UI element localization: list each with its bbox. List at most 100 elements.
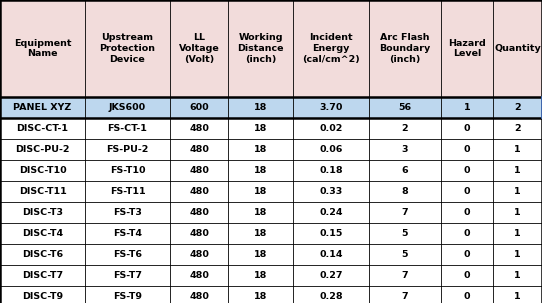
Bar [441, 223, 493, 244]
Bar [0, 160, 85, 181]
Bar [493, 160, 542, 181]
Bar [85, 139, 170, 160]
Bar [228, 223, 293, 244]
Bar [293, 97, 369, 118]
Bar [293, 181, 369, 202]
Text: 0: 0 [464, 145, 470, 154]
Bar [170, 181, 228, 202]
Text: 480: 480 [189, 271, 209, 280]
Text: 18: 18 [254, 229, 267, 238]
Bar [0, 202, 85, 223]
Bar [369, 0, 441, 97]
Bar [293, 202, 369, 223]
Bar [293, 160, 369, 181]
Bar [441, 202, 493, 223]
Bar [85, 202, 170, 223]
Bar [0, 286, 85, 303]
Bar [493, 286, 542, 303]
Bar [0, 223, 85, 244]
Text: 480: 480 [189, 292, 209, 301]
Bar [228, 0, 293, 97]
Text: 6: 6 [402, 166, 408, 175]
Text: FS-T7: FS-T7 [113, 271, 142, 280]
Bar [493, 223, 542, 244]
Bar [228, 97, 293, 118]
Bar [228, 118, 293, 139]
Text: DISC-CT-1: DISC-CT-1 [16, 124, 68, 133]
Bar [293, 286, 369, 303]
Text: 18: 18 [254, 124, 267, 133]
Bar [0, 265, 85, 286]
Text: 8: 8 [402, 187, 408, 196]
Bar [228, 286, 293, 303]
Bar [369, 286, 441, 303]
Text: Incident
Energy
(cal/cm^2): Incident Energy (cal/cm^2) [302, 33, 360, 64]
Bar [170, 118, 228, 139]
Text: 5: 5 [402, 250, 408, 259]
Bar [228, 244, 293, 265]
Bar [228, 160, 293, 181]
Bar [85, 223, 170, 244]
Text: DISC-T4: DISC-T4 [22, 229, 63, 238]
Text: Working
Distance
(inch): Working Distance (inch) [237, 33, 284, 64]
Text: 18: 18 [254, 292, 267, 301]
Bar [493, 181, 542, 202]
Text: 2: 2 [514, 124, 521, 133]
Text: Quantity: Quantity [494, 44, 541, 53]
Bar [0, 0, 85, 97]
Bar [228, 202, 293, 223]
Bar [441, 139, 493, 160]
Bar [369, 139, 441, 160]
Text: 0: 0 [464, 166, 470, 175]
Bar [369, 223, 441, 244]
Text: FS-T4: FS-T4 [113, 229, 142, 238]
Bar [369, 181, 441, 202]
Text: DISC-PU-2: DISC-PU-2 [15, 145, 70, 154]
Text: FS-T9: FS-T9 [113, 292, 142, 301]
Bar [85, 0, 170, 97]
Text: 480: 480 [189, 166, 209, 175]
Bar [493, 244, 542, 265]
Text: 1: 1 [514, 250, 521, 259]
Bar [293, 244, 369, 265]
Text: 2: 2 [402, 124, 408, 133]
Bar [441, 118, 493, 139]
Bar [493, 265, 542, 286]
Text: 1: 1 [514, 145, 521, 154]
Bar [85, 181, 170, 202]
Text: 18: 18 [254, 208, 267, 217]
Bar [293, 139, 369, 160]
Bar [369, 118, 441, 139]
Text: LL
Voltage
(Volt): LL Voltage (Volt) [179, 33, 220, 64]
Bar [441, 286, 493, 303]
Text: DISC-T7: DISC-T7 [22, 271, 63, 280]
Text: 0: 0 [464, 124, 470, 133]
Text: 18: 18 [254, 187, 267, 196]
Text: 1: 1 [514, 271, 521, 280]
Bar [293, 0, 369, 97]
Text: 0: 0 [464, 208, 470, 217]
Text: 1: 1 [514, 166, 521, 175]
Text: 480: 480 [189, 145, 209, 154]
Text: 2: 2 [514, 103, 521, 112]
Text: 0.02: 0.02 [319, 124, 343, 133]
Text: 600: 600 [189, 103, 209, 112]
Text: 3: 3 [402, 145, 408, 154]
Text: 0: 0 [464, 229, 470, 238]
Text: 0: 0 [464, 187, 470, 196]
Text: PANEL XYZ: PANEL XYZ [14, 103, 72, 112]
Text: 56: 56 [398, 103, 411, 112]
Bar [85, 160, 170, 181]
Text: DISC-T6: DISC-T6 [22, 250, 63, 259]
Text: 0.14: 0.14 [319, 250, 343, 259]
Bar [369, 265, 441, 286]
Text: 18: 18 [254, 166, 267, 175]
Bar [493, 118, 542, 139]
Text: 480: 480 [189, 187, 209, 196]
Text: FS-T11: FS-T11 [109, 187, 145, 196]
Text: 0.33: 0.33 [319, 187, 343, 196]
Bar [170, 202, 228, 223]
Bar [441, 160, 493, 181]
Bar [170, 223, 228, 244]
Bar [0, 118, 85, 139]
